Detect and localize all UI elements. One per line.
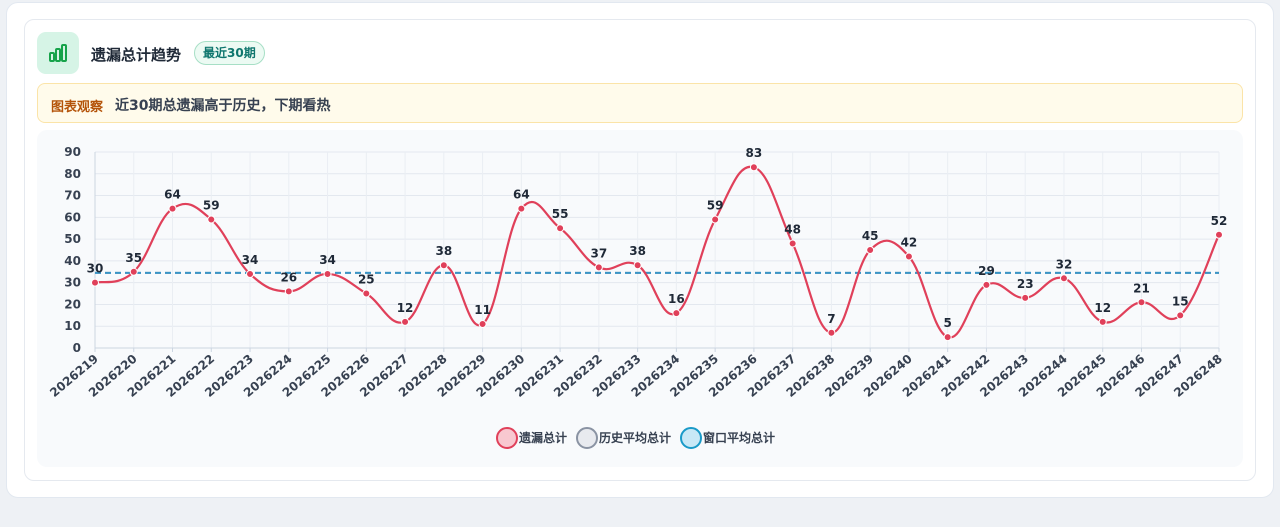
period-badge: 最近30期 [194,41,265,65]
data-label: 55 [552,207,569,221]
data-label: 42 [901,236,918,250]
data-label: 11 [474,303,491,317]
data-point [323,269,332,278]
data-label: 52 [1211,214,1228,228]
legend-swatch [680,427,702,449]
data-point [672,309,681,318]
data-point [362,289,371,298]
data-point [284,287,293,296]
data-label: 12 [1094,301,1111,315]
data-label: 32 [1056,257,1073,271]
data-label: 25 [358,273,375,287]
data-label: 59 [203,199,220,213]
data-point [788,239,797,248]
observation-banner: 图表观察 近30期总遗漏高于历史，下期看热 [37,83,1243,123]
y-tick-label: 50 [64,232,81,246]
data-point [1059,274,1068,283]
data-label: 35 [125,251,142,265]
data-point [711,215,720,224]
data-label: 7 [827,312,835,326]
data-label: 45 [862,229,879,243]
data-point [1176,311,1185,320]
card-title: 遗漏总计趋势 [91,46,182,64]
data-point [633,261,642,270]
data-label: 16 [668,292,685,306]
data-point [1215,230,1223,239]
data-label: 59 [707,199,724,213]
data-point [749,163,758,172]
legend-label: 窗口平均总计 [703,430,775,445]
data-label: 83 [746,146,763,160]
data-point [1021,293,1030,302]
data-point [478,320,487,329]
data-label: 48 [784,222,801,236]
data-label: 5 [944,316,952,330]
data-point [556,224,565,233]
data-point [827,328,836,337]
data-point [129,267,138,276]
data-label: 64 [164,188,181,202]
data-label: 21 [1133,281,1150,295]
data-label: 34 [242,253,259,267]
observation-tag: 图表观察 [51,100,104,115]
legend-label: 遗漏总计 [518,430,567,445]
legend-swatch [496,427,518,449]
data-point [943,333,952,342]
legend-label: 历史平均总计 [599,430,671,445]
y-tick-label: 90 [64,145,81,159]
bar-chart-icon [37,32,79,74]
data-label: 34 [319,253,336,267]
data-point [904,252,913,261]
legend-window-average[interactable]: 窗口平均总计 [680,427,775,449]
data-point [401,317,410,326]
y-tick-label: 20 [64,297,81,311]
data-point [594,263,603,272]
data-label: 38 [629,244,646,258]
y-tick-label: 40 [64,254,81,268]
data-label: 12 [397,301,414,315]
data-label: 15 [1172,294,1189,308]
data-label: 29 [978,264,995,278]
data-point [439,261,448,270]
y-tick-label: 60 [64,210,81,224]
legend-swatch [576,427,598,449]
data-point [1098,317,1107,326]
data-label: 38 [435,244,452,258]
data-point [982,280,991,289]
y-tick-label: 30 [64,276,81,290]
data-point [1137,298,1146,307]
data-label: 37 [591,246,608,260]
data-label: 30 [87,262,104,276]
data-point [91,278,99,287]
data-point [168,204,177,213]
data-point [207,215,216,224]
data-point [866,246,875,254]
legend-omission-total[interactable]: 遗漏总计 [496,427,567,449]
y-tick-label: 80 [64,167,81,181]
data-point [246,269,255,278]
series-line-omission-total [94,165,1220,339]
data-label: 23 [1017,277,1034,291]
chart-area [37,130,1243,467]
data-point [517,204,526,213]
y-tick-label: 0 [73,341,81,355]
observation-text: 近30期总遗漏高于历史，下期看热 [115,98,331,114]
legend-history-average[interactable]: 历史平均总计 [576,427,671,449]
data-label: 26 [280,270,297,284]
y-tick-label: 70 [64,189,81,203]
y-tick-label: 10 [64,319,81,333]
data-label: 64 [513,188,530,202]
